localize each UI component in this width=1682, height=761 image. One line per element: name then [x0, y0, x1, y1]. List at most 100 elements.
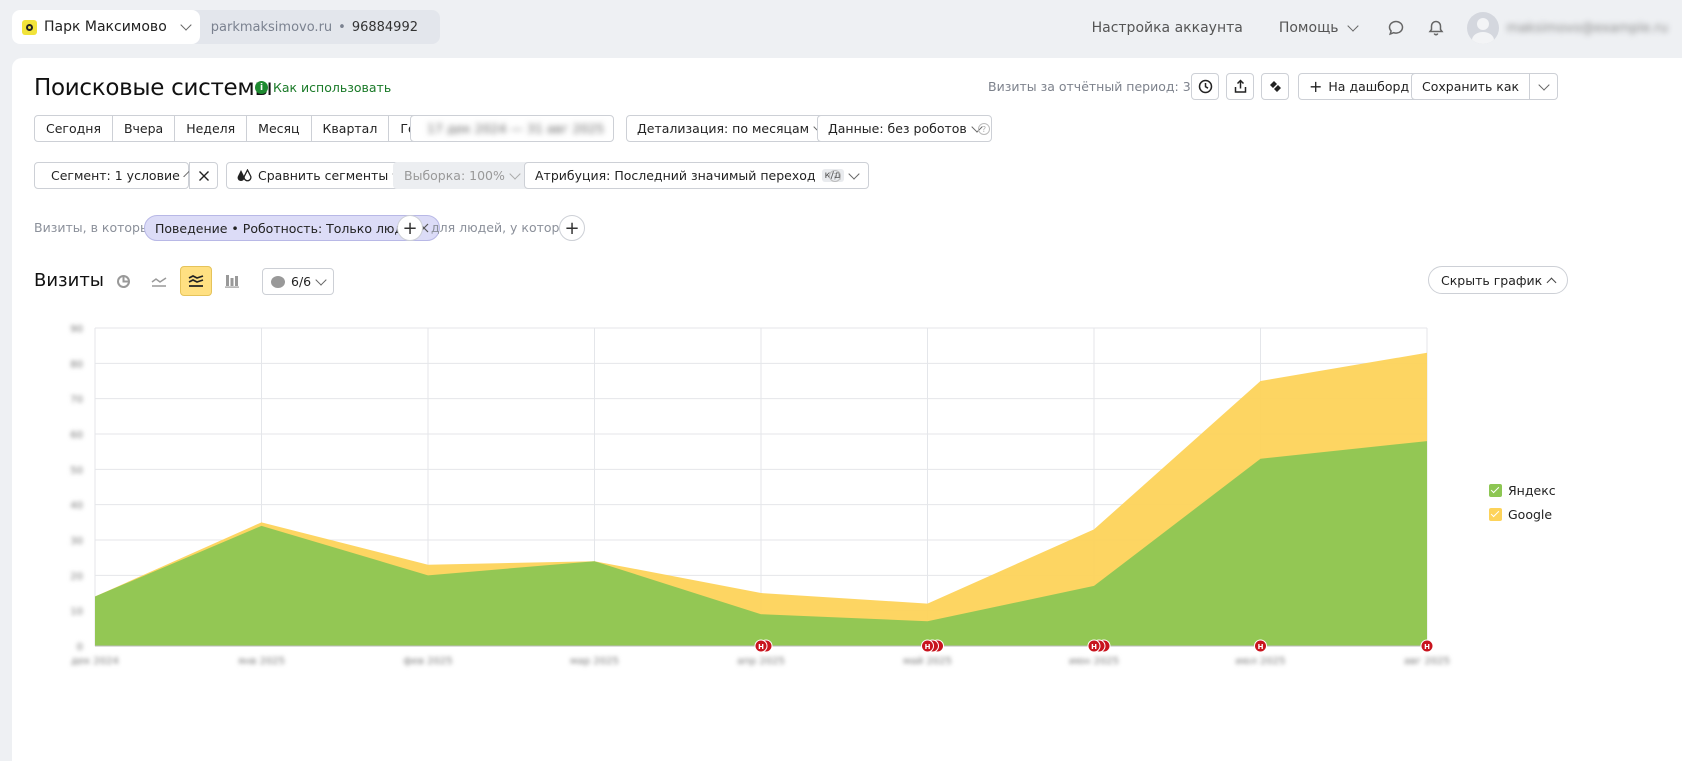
period-quarter[interactable]: Квартал: [312, 116, 390, 141]
help-menu[interactable]: Помощь: [1278, 20, 1359, 36]
legend-label: Яндекс: [1508, 482, 1556, 498]
x-tick-label: янв 2025: [238, 656, 285, 667]
site-selector[interactable]: Парк Максимово: [12, 10, 200, 44]
help-question-icon[interactable]: ?: [978, 123, 990, 135]
info-icon: i: [255, 81, 268, 94]
pie-chart-icon: [116, 274, 130, 288]
period-yesterday[interactable]: Вчера: [113, 116, 176, 141]
chart-type-line[interactable]: [143, 266, 175, 296]
detail-dropdown[interactable]: Детализация: по месяцам: [626, 115, 835, 142]
x-tick-label: июн 2025: [1069, 656, 1119, 667]
clock-icon: [1198, 79, 1212, 94]
legend-item-google[interactable]: Google: [1489, 502, 1556, 526]
y-tick-label: 20: [70, 571, 83, 582]
plus-icon: +: [564, 217, 580, 239]
bar-chart-icon: [225, 275, 239, 288]
x-tick-label: мар 2025: [570, 656, 619, 667]
attribution-dropdown[interactable]: Атрибуция: Последний значимый переход к/…: [524, 162, 869, 189]
y-tick-label: 50: [70, 465, 83, 476]
y-tick-label: 40: [70, 501, 83, 512]
condition-text: Поведение • Роботность: Только люди: [155, 221, 411, 236]
chat-icon[interactable]: [1387, 19, 1405, 37]
visits-area-chart: 0 10 20 30 40 50 60 70 80 90 дек 2024 янв 2025 фев 2…: [70, 324, 1450, 667]
annotation-marker: [754, 639, 768, 653]
date-range-value: 17 дек 2024 — 31 авг 2025: [427, 121, 605, 136]
add-to-dashboard-button[interactable]: + На дашборд: [1298, 73, 1421, 100]
help-label: Помощь: [1278, 20, 1339, 36]
counter-info: parkmaksimovo.ru • 96884992: [200, 10, 440, 44]
share-button[interactable]: [1261, 73, 1289, 100]
annotation-marker: [921, 639, 934, 653]
visits-period-total: Визиты за отчётный период: 333: [988, 79, 1207, 94]
y-tick-label: 0: [77, 642, 83, 653]
data-filter-dropdown[interactable]: Данные: без роботов: [817, 115, 992, 142]
segment-dropdown[interactable]: Сегмент: 1 условие: [34, 162, 190, 189]
counter-id: 96884992: [351, 19, 418, 35]
add-visit-condition-button[interactable]: +: [397, 215, 423, 241]
clear-segment-button[interactable]: [189, 162, 218, 189]
legend-item-yandex[interactable]: Яндекс: [1489, 478, 1556, 502]
chevron-down-icon[interactable]: [180, 19, 192, 31]
annotation-label: Н: [925, 643, 931, 651]
condition-value: Роботность: Только люди: [242, 220, 412, 236]
conditions-prefix: Визиты, в которых: [34, 220, 158, 235]
user-name[interactable]: maksimovo@example.ru: [1506, 20, 1668, 36]
add-people-condition-button[interactable]: +: [559, 215, 585, 241]
site-name: Парк Максимово: [44, 19, 167, 35]
add-to-dashboard-label: На дашборд: [1328, 79, 1410, 94]
detail-label: Детализация: по месяцам: [637, 121, 810, 136]
save-as-button[interactable]: Сохранить как: [1411, 73, 1559, 100]
x-tick-label: июл 2025: [1236, 656, 1286, 667]
period-today[interactable]: Сегодня: [35, 116, 113, 141]
condition-separator: •: [231, 220, 239, 236]
compare-segments-dropdown[interactable]: Сравнить сегменты: [226, 162, 414, 189]
chart-type-pie[interactable]: [107, 266, 139, 296]
condition-group: Поведение: [155, 220, 228, 236]
condition-chip[interactable]: Поведение • Роботность: Только люди: [144, 215, 441, 241]
export-button[interactable]: [1226, 73, 1254, 100]
annotation-marker: [1420, 639, 1434, 653]
x-tick-label: дек 2024: [71, 656, 119, 667]
user-avatar[interactable]: [1466, 12, 1499, 44]
annotation-marker: [1254, 639, 1267, 653]
compare-segments-label: Сравнить сегменты: [258, 168, 389, 183]
save-as-label: Сохранить как: [1422, 79, 1520, 94]
page-title: Поисковые системы: [34, 75, 273, 101]
help-question-icon[interactable]: ?: [829, 170, 841, 182]
chart-title: Визиты: [34, 270, 105, 291]
y-tick-label: 30: [70, 536, 83, 547]
hide-chart-label: Скрыть график: [1441, 272, 1543, 288]
period-week[interactable]: Неделя: [175, 116, 248, 141]
compare-icon: [237, 169, 252, 182]
save-as-dropdown[interactable]: [1529, 73, 1557, 100]
site-logo-icon: [22, 19, 37, 35]
how-to-use-label: Как использовать: [273, 80, 392, 95]
bell-icon[interactable]: [1427, 19, 1445, 37]
sample-label: Выборка: 100%: [404, 168, 505, 183]
hide-chart-button[interactable]: Скрыть график: [1428, 266, 1569, 294]
annotation-marker: [1087, 639, 1101, 653]
series-count: 6/6: [291, 274, 312, 289]
segment-label: Сегмент: 1 условие: [51, 168, 180, 183]
plus-icon: +: [1309, 76, 1323, 96]
x-tick-label: май 2025: [903, 656, 952, 667]
attribution-label: Атрибуция: Последний значимый переход: [535, 168, 816, 183]
area-chart-icon: [188, 275, 204, 287]
y-tick-label: 90: [70, 324, 83, 335]
chart-type-area[interactable]: [180, 266, 212, 296]
date-range-picker[interactable]: 17 дек 2024 — 31 авг 2025: [410, 115, 614, 142]
series-area-google: [95, 352, 1427, 646]
chart-type-bar[interactable]: [216, 266, 248, 296]
site-switcher[interactable]: Парк Максимово parkmaksimovo.ru • 968849…: [12, 10, 440, 44]
link-icon: [1269, 81, 1281, 92]
series-selector[interactable]: 6/6: [262, 268, 335, 295]
account-settings-link[interactable]: Настройка аккаунта: [1091, 20, 1243, 36]
series-area-yandex: [95, 441, 1427, 646]
how-to-use-link[interactable]: i Как использовать: [255, 80, 391, 95]
report-panel: Поисковые системы i Как использовать Виз…: [12, 58, 1682, 761]
annotation-label: Н: [1424, 643, 1430, 651]
line-chart-icon: [151, 277, 167, 287]
period-selector: Сегодня Вчера Неделя Месяц Квартал Год: [34, 115, 437, 142]
period-month[interactable]: Месяц: [247, 116, 312, 141]
history-button[interactable]: [1191, 73, 1219, 100]
